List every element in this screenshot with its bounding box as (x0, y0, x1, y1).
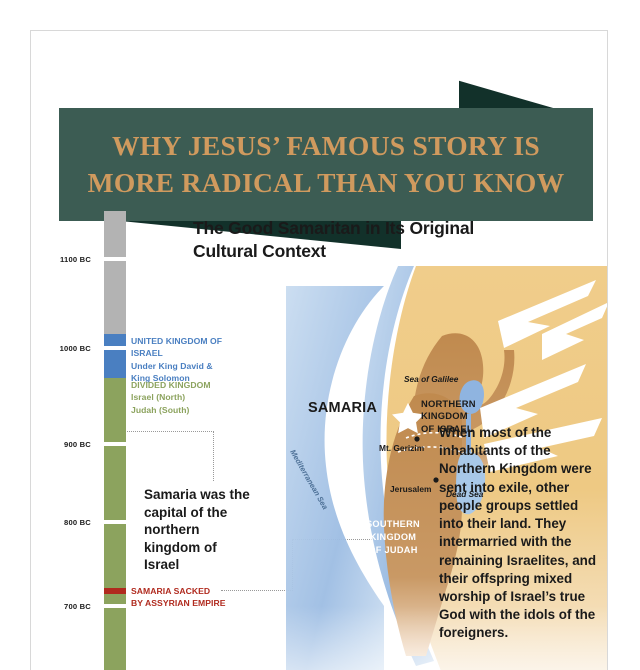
timeline-axis: 1100 BC 1000 BC 900 BC 800 BC 700 BC UNI… (31, 31, 231, 670)
callout-samaria-capital: Samaria was the capital of the northern … (144, 487, 250, 573)
map-label-northern-kingdom: NORTHERN KINGDOM OF ISRAEL (421, 398, 476, 435)
kingdom-border-south (397, 446, 467, 455)
legend-united-title: UNITED KINGDOM OF ISRAEL (131, 336, 223, 359)
map-label-samaria: SAMARIA (308, 400, 378, 416)
map-label-dead-sea: Dead Sea (446, 489, 484, 499)
samaria-star-marker (392, 402, 424, 434)
jerusalem-marker (433, 477, 439, 483)
legend-divided-line3: Judah (South) (131, 404, 190, 415)
map-label-southern-kingdom: SOUTHERN KINGDOM OF JUDAH (366, 518, 420, 557)
timeline-tickgap-900 (104, 442, 126, 446)
timeline-tickgap-1000 (104, 346, 126, 350)
timeline-tickgap-1100 (104, 257, 126, 261)
map-label-southern-kingdom-l1: SOUTHERN (366, 519, 420, 529)
timeline-segment-united-top (104, 334, 126, 346)
dead-sea-shape (456, 451, 486, 515)
map-label-northern-kingdom-l1: NORTHERN (421, 398, 476, 409)
banner-title-text: WHY JESUS’ FAMOUS STORY IS MORE RADICAL … (59, 108, 593, 221)
timeline-tickgap-700 (104, 604, 126, 608)
map-svg (266, 266, 607, 670)
map-label-mt-gerizim: Mt. Gerizim (379, 443, 425, 453)
timeline-segment-united (104, 350, 126, 378)
timeline-legend-divided-kingdom: DIVIDED KINGDOM Israel (North) Judah (So… (131, 379, 211, 416)
mediterranean-sea-shape (286, 286, 384, 670)
timeline-segment-divided-a (104, 378, 126, 442)
timeline-tick-900bc: 900 BC (64, 440, 91, 449)
banner-title-line2: MORE RADICAL THAN YOU KNOW (87, 166, 565, 198)
invasion-arrow-1 (498, 280, 596, 348)
banner-body (59, 108, 593, 221)
timeline-segment-divided-b (104, 446, 126, 520)
map-label-northern-kingdom-l3: OF ISRAEL (421, 422, 473, 434)
map-label-southern-kingdom-l3: OF JUDAH (368, 544, 418, 555)
timeline-tickgap-800 (104, 520, 126, 524)
connector-sacked-horizontal (221, 590, 293, 591)
timeline-segment-judges (104, 211, 126, 366)
map-label-jerusalem: Jerusalem (390, 484, 432, 494)
legend-divided-title: DIVIDED KINGDOM (131, 380, 211, 390)
timeline-legend-united-kingdom: UNITED KINGDOM OF ISRAEL Under King Davi… (131, 335, 231, 385)
legend-sacked-line2: BY ASSYRIAN EMPIRE (131, 598, 226, 609)
timeline-tick-1000bc: 1000 BC (59, 344, 91, 353)
banner-title-line1: WHY JESUS’ FAMOUS STORY IS (111, 130, 541, 162)
title-banner: WHY JESUS’ FAMOUS STORY IS MORE RADICAL … (31, 51, 607, 249)
invasion-arrow-3 (480, 364, 586, 438)
timeline-tick-700bc: 700 BC (64, 602, 91, 611)
connector-sacked-to-map (292, 539, 442, 540)
invasion-arrows (480, 280, 607, 472)
connector-capital-horizontal (127, 431, 214, 432)
timeline-tick-1100bc: 1100 BC (60, 255, 91, 264)
map-label-sea-of-galilee: Sea of Galilee (404, 374, 459, 384)
invasion-arrow-4 (484, 418, 602, 472)
callout-exile-paragraph: When most of the inhabitants of the Nort… (439, 425, 597, 641)
connector-capital-vertical (213, 431, 214, 481)
timeline-marker-samaria-sacked (104, 588, 126, 594)
kingdom-border-north (405, 431, 465, 439)
southern-kingdom-shape (383, 393, 462, 656)
mt-gerizim-marker (414, 436, 420, 442)
map-illustration: SAMARIA NORTHERN KINGDOM OF ISRAEL SOUTH… (266, 266, 607, 670)
legend-divided-line2: Israel (North) (131, 392, 186, 403)
timeline-segment-divided-c (104, 524, 126, 588)
timeline-tick-800bc: 800 BC (64, 518, 91, 527)
map-label-southern-kingdom-l2: KINGDOM (369, 531, 417, 542)
jordan-river (466, 414, 471, 484)
page-subtitle: The Good Samaritan in Its Original Cultu… (193, 218, 475, 262)
invasion-arrow-2 (542, 302, 607, 360)
coastline-water (362, 266, 434, 666)
timeline-segment-divided-d (104, 594, 126, 604)
timeline-segment-divided-e (104, 608, 126, 670)
legend-united-subtitle: Under King David & King Solomon (131, 360, 213, 384)
sea-of-galilee-shape (459, 380, 484, 414)
map-label-northern-kingdom-l2: KINGDOM (421, 410, 468, 422)
legend-sacked-title: SAMARIA SACKED (131, 586, 211, 596)
infographic-page: WHY JESUS’ FAMOUS STORY IS MORE RADICAL … (30, 30, 608, 670)
timeline-legend-samaria-sacked: SAMARIA SACKED BY ASSYRIAN EMPIRE (131, 585, 226, 610)
